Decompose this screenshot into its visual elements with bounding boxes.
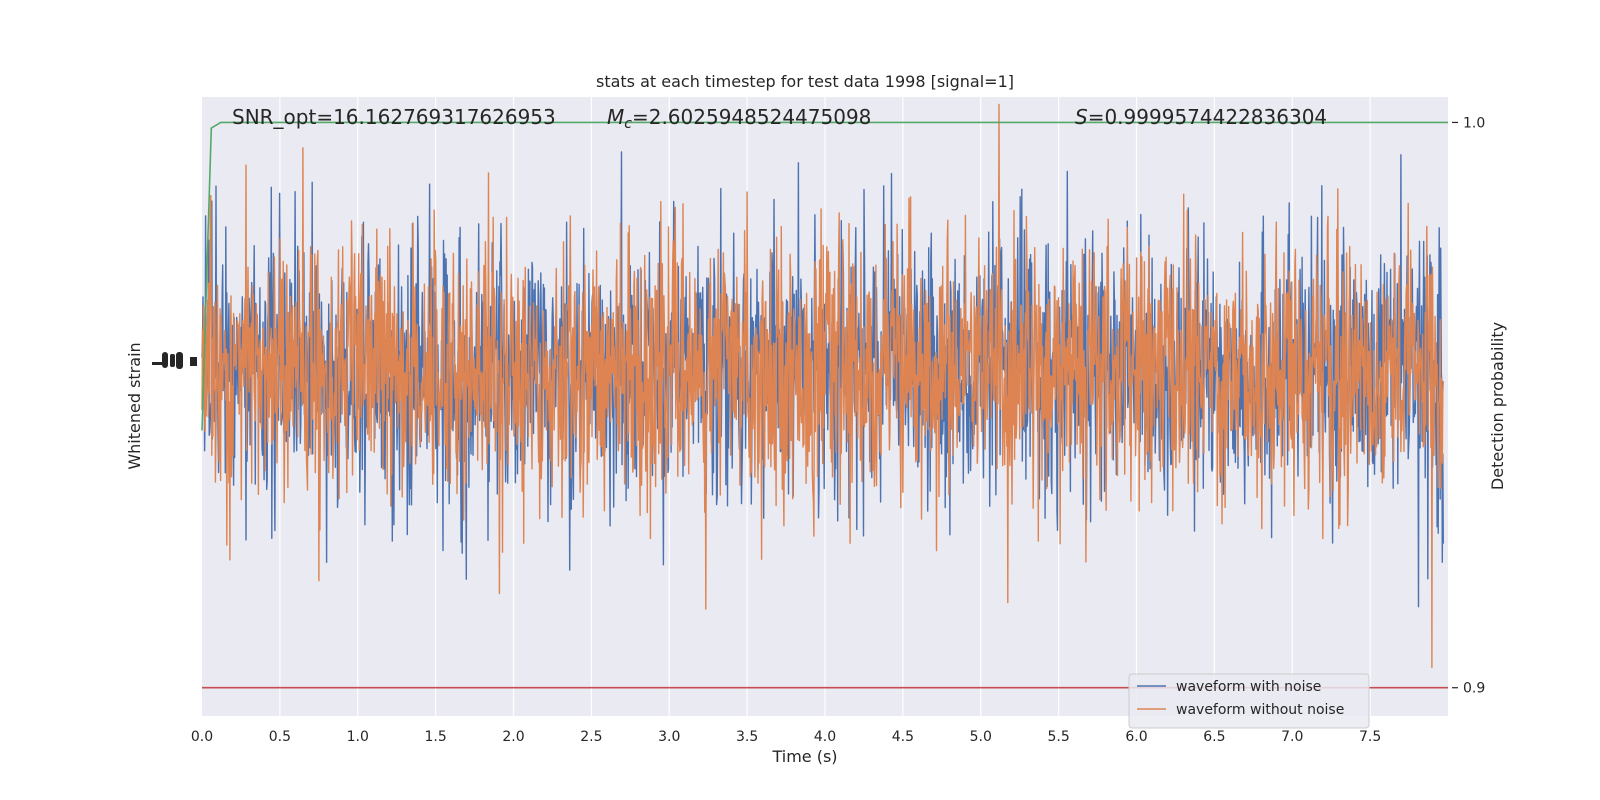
- mc-annotation: Mc=2.6025948524475098: [607, 105, 871, 132]
- x-tick-label: 3.0: [658, 729, 680, 745]
- legend: waveform with noise waveform without noi…: [1128, 673, 1370, 729]
- series-waveform-without-noise: [201, 103, 1444, 669]
- left-tick-label: [190, 357, 197, 366]
- right-tick-label: 0.9: [1463, 681, 1485, 697]
- x-tick-label: 5.5: [1047, 729, 1069, 745]
- legend-label-without-noise: waveform without noise: [1176, 702, 1344, 718]
- mc-subscript: c: [624, 116, 632, 132]
- x-tick-label: 1.0: [347, 729, 369, 745]
- right-tick-label: 1.0: [1463, 115, 1485, 131]
- x-tick-label: 2.5: [580, 729, 602, 745]
- left-tick-label: [170, 354, 175, 367]
- x-tick-label: 3.5: [736, 729, 758, 745]
- x-tick-label: 7.0: [1281, 729, 1303, 745]
- left-tick-mark: [152, 362, 162, 365]
- x-tick-label: 4.5: [892, 729, 914, 745]
- left-tick-label: [176, 352, 183, 369]
- left-tick-label: [162, 352, 168, 368]
- x-tick-label: 6.5: [1203, 729, 1225, 745]
- snr-annotation: SNR_opt=16.162769317626953: [232, 105, 556, 129]
- right-y-axis-title: Detection probability: [1488, 322, 1507, 490]
- x-tick-label: 5.0: [970, 729, 992, 745]
- right-axis-ticks: 1.0 0.9: [1452, 115, 1485, 697]
- legend-label-with-noise: waveform with noise: [1176, 679, 1321, 695]
- series-detection-probability: [201, 121, 1448, 431]
- x-tick-label: 6.0: [1125, 729, 1147, 745]
- x-tick-label: 2.0: [502, 729, 524, 745]
- left-y-axis-title: Whitened strain: [125, 342, 144, 469]
- x-axis-title: Time (s): [771, 747, 837, 766]
- chart-title: stats at each timestep for test data 199…: [596, 72, 1014, 91]
- x-axis-ticks: 0.0 0.5 1.0 1.5 2.0 2.5 3.0 3.5 4.0 4.5 5.0 5.5 6.0 6…: [191, 729, 1381, 745]
- s-value: =0.9999574422836304: [1088, 105, 1327, 129]
- s-annotation: S=0.9999574422836304: [1075, 105, 1327, 129]
- x-tick-label: 0.0: [191, 729, 213, 745]
- x-tick-label: 7.5: [1359, 729, 1381, 745]
- legend-box: [1128, 673, 1370, 729]
- x-tick-label: 4.0: [814, 729, 836, 745]
- x-tick-label: 1.5: [424, 729, 446, 745]
- mc-symbol: M: [607, 105, 624, 129]
- x-tick-label: 0.5: [269, 729, 291, 745]
- s-symbol: S: [1075, 105, 1088, 129]
- left-axis-ticks: [152, 352, 197, 369]
- mc-value: =2.6025948524475098: [632, 105, 871, 129]
